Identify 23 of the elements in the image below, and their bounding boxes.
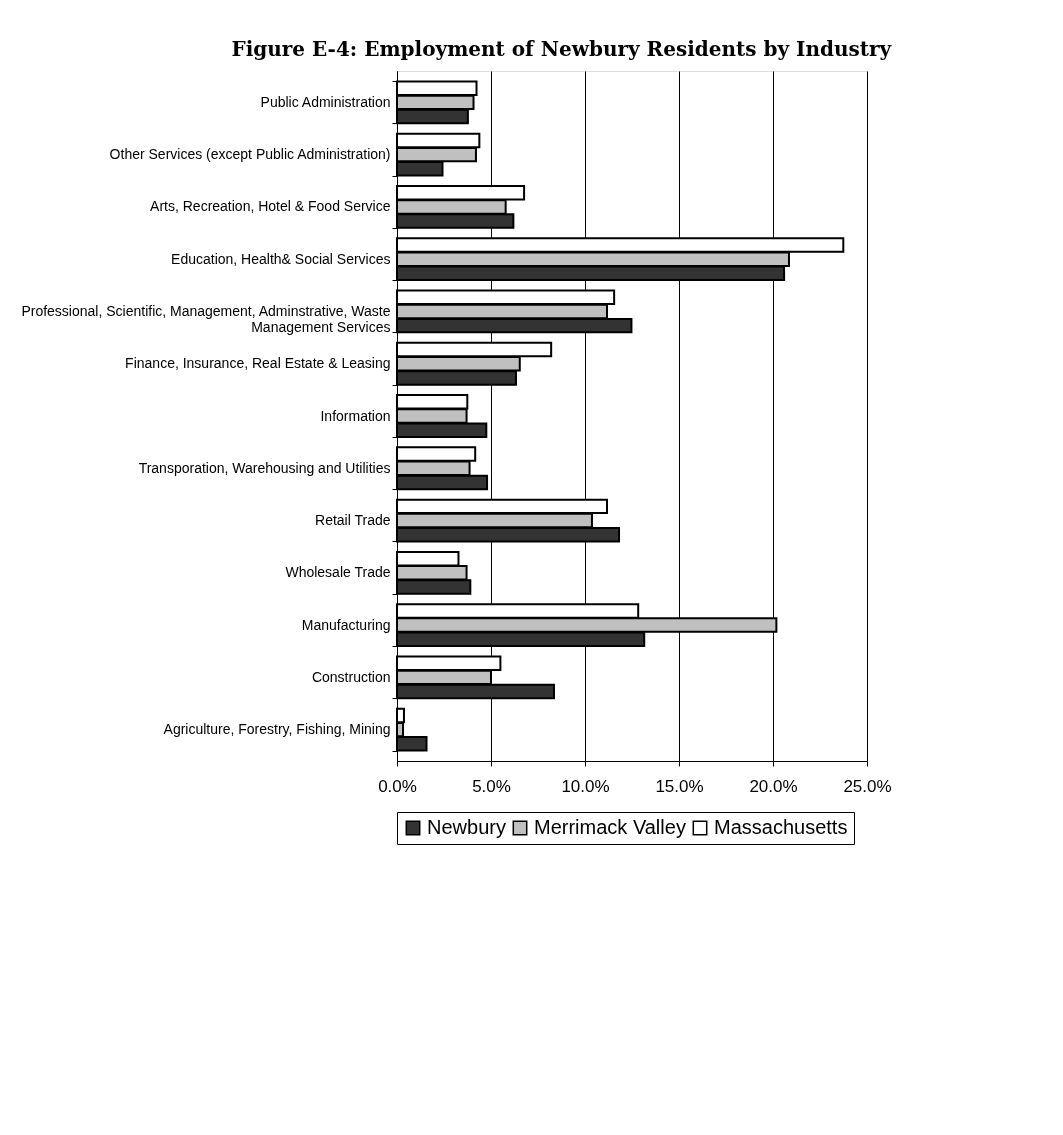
y-tick-label: Public Administration [260, 93, 391, 110]
legend-label: Newbury [427, 816, 506, 838]
y-tick-label: Construction [311, 668, 391, 685]
x-tick-label: 15.0% [655, 776, 704, 796]
x-tick-label: 20.0% [749, 776, 798, 796]
legend-label: Merrimack Valley [534, 816, 686, 838]
y-tick-label: Arts, Recreation, Hotel & Food Service [150, 198, 391, 215]
x-tick-label: 0.0% [378, 776, 417, 796]
y-tick-label: Retail Trade [315, 512, 391, 529]
y-tick-label: Agriculture, Forestry, Fishing, Mining [163, 721, 391, 738]
y-tick-label: Finance, Insurance, Real Estate & Leasing [125, 355, 391, 372]
legend-label: Massachusetts [714, 816, 848, 838]
y-tick-label: Transporation, Warehousing and Utilities [138, 459, 391, 476]
y-tick-label: Other Services (except Public Administration) [109, 146, 391, 163]
y-tick-label: Wholesale Trade [285, 564, 391, 581]
y-tick-label: Information [320, 407, 391, 424]
y-tick-label: Education, Health& Social Services [171, 250, 391, 267]
x-tick-label: 25.0% [843, 776, 892, 796]
chart-title: Figure E-4: Employment of Newbury Residents by Industry [231, 37, 893, 61]
y-tick-label: Manufacturing [301, 616, 391, 633]
y-tick-label: Professional, Scientific, Management, Adminstrative, Waste Management Services [21, 302, 391, 335]
x-tick-label: 10.0% [561, 776, 610, 796]
x-tick-label: 5.0% [472, 776, 511, 796]
